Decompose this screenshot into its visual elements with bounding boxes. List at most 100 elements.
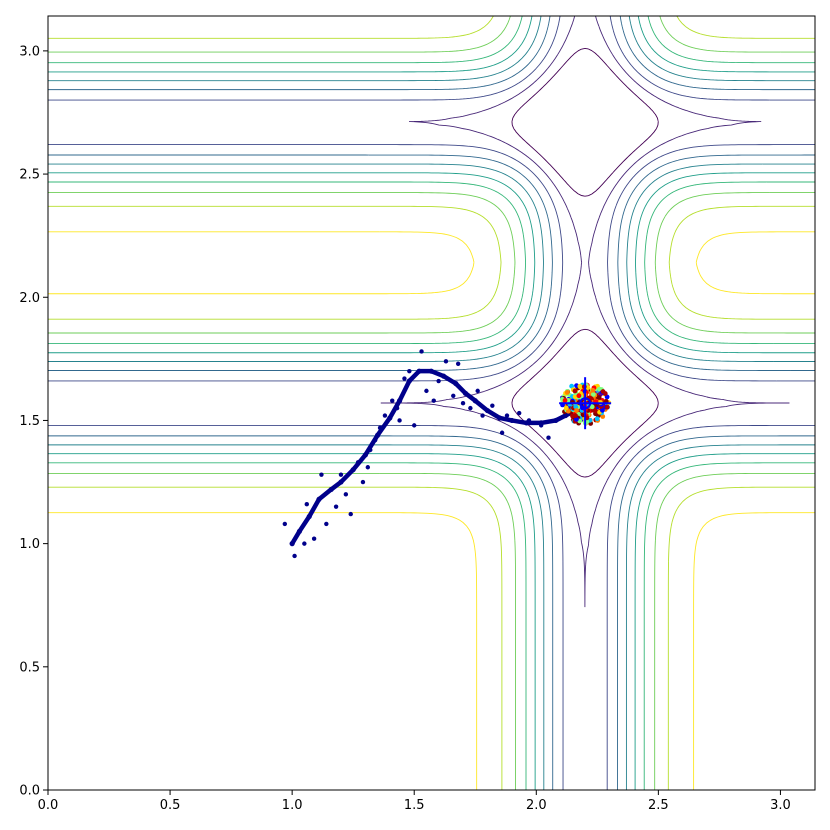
- x-tick-label: 1.0: [282, 798, 303, 813]
- scatter-point: [538, 423, 544, 428]
- trajectory-point: [296, 528, 303, 534]
- x-tick-label: 2.0: [526, 798, 547, 813]
- cluster-point: [590, 391, 596, 397]
- scatter-point: [480, 413, 485, 418]
- cluster-point: [572, 394, 578, 400]
- scatter-point: [460, 400, 466, 406]
- x-tick-label: 2.5: [648, 798, 669, 813]
- trajectory-point: [484, 407, 491, 414]
- trajectory-point: [374, 432, 381, 438]
- y-tick-label: 0.0: [19, 784, 40, 799]
- scatter-point: [365, 465, 371, 470]
- cluster-center: [579, 397, 592, 410]
- x-tick-label: 3.0: [770, 798, 791, 813]
- trajectory-point: [396, 398, 403, 404]
- scatter-point: [419, 349, 424, 354]
- scatter-point: [407, 368, 412, 374]
- cluster-point: [589, 404, 595, 410]
- y-tick-label: 1.5: [19, 414, 40, 429]
- scatter-point: [368, 447, 373, 453]
- scatter-point: [292, 553, 297, 559]
- scatter-point: [348, 511, 353, 517]
- trajectory-point: [387, 415, 393, 421]
- contour-level: [48, 16, 815, 790]
- contour-level: [48, 231, 815, 790]
- scatter-point: [282, 521, 288, 527]
- trajectory-point: [306, 513, 312, 520]
- contour-level: [48, 16, 815, 790]
- trajectory-point: [406, 378, 412, 384]
- trajectory-point: [328, 486, 334, 493]
- scatter-point: [504, 413, 510, 418]
- y-axis: 0.0 0.5 1.0 1.5 2.0 2.5 3.0: [19, 44, 48, 799]
- cluster-point: [573, 413, 578, 419]
- contour-level: [48, 16, 815, 790]
- trajectory-point: [428, 368, 434, 374]
- cluster-point: [594, 416, 600, 422]
- cluster-point: [600, 414, 606, 419]
- contour-level: [48, 16, 815, 790]
- scatter-point: [526, 418, 532, 423]
- cluster-point: [578, 384, 583, 390]
- scatter-point: [516, 410, 522, 416]
- trajectory-point: [289, 541, 295, 547]
- x-axis: 0.0 0.5 1.0 1.5 2.0 2.5 3.0: [38, 790, 791, 813]
- scatter-point: [333, 504, 339, 509]
- cluster-point: [596, 395, 602, 400]
- scatter-point: [431, 398, 436, 403]
- y-tick-label: 3.0: [19, 44, 40, 59]
- trajectory-point: [316, 496, 322, 502]
- plot-background: [48, 16, 815, 790]
- contour-level: [48, 16, 815, 790]
- cluster-point: [572, 388, 578, 394]
- trajectory-point: [509, 417, 515, 424]
- x-tick-label: 0.5: [160, 798, 181, 813]
- y-tick-label: 2.0: [19, 291, 40, 306]
- scatter-point: [490, 403, 495, 408]
- contour-level: [48, 16, 815, 790]
- cluster-point: [597, 386, 602, 392]
- scatter-point: [355, 460, 361, 465]
- cluster-point: [564, 389, 570, 395]
- scatter-point: [455, 361, 461, 366]
- scatter-point: [338, 472, 344, 477]
- scatter-point: [402, 376, 407, 381]
- contour-level: [48, 16, 815, 790]
- trajectory-point: [350, 467, 356, 473]
- y-tick-label: 2.5: [19, 168, 40, 183]
- cluster-point: [599, 407, 605, 413]
- scatter-point: [304, 502, 309, 507]
- plot-frame: [47, 15, 816, 791]
- scatter-point: [443, 359, 449, 364]
- contour-lines: [48, 16, 815, 790]
- scatter-point: [412, 423, 417, 428]
- trajectory-point: [553, 417, 559, 424]
- cluster-point: [563, 405, 569, 411]
- y-tick-label: 1.0: [19, 537, 40, 552]
- scatter-point: [468, 405, 473, 411]
- trajectory-point: [338, 479, 344, 485]
- scatter-point: [397, 418, 402, 423]
- x-tick-label: 1.5: [404, 798, 425, 813]
- scatter-point: [360, 479, 366, 485]
- scatter-point: [499, 430, 505, 435]
- scatter-point: [424, 388, 429, 394]
- x-tick-label: 0.0: [38, 798, 59, 813]
- final-cluster: [559, 377, 612, 430]
- cluster-point: [590, 387, 596, 393]
- contour-level: [380, 16, 790, 608]
- trajectory-point: [362, 452, 368, 458]
- cluster-point: [574, 408, 579, 413]
- cluster-point: [562, 398, 568, 403]
- scatter-point: [451, 393, 456, 399]
- scatter-point: [475, 388, 480, 394]
- scatter-point: [546, 435, 551, 440]
- cluster-point: [588, 395, 594, 401]
- cluster-point: [576, 393, 582, 399]
- trajectory-point: [440, 373, 447, 379]
- scatter-point: [382, 413, 388, 418]
- scatter-point: [390, 398, 395, 403]
- scatter-point: [343, 492, 349, 497]
- trajectory-point: [472, 398, 478, 404]
